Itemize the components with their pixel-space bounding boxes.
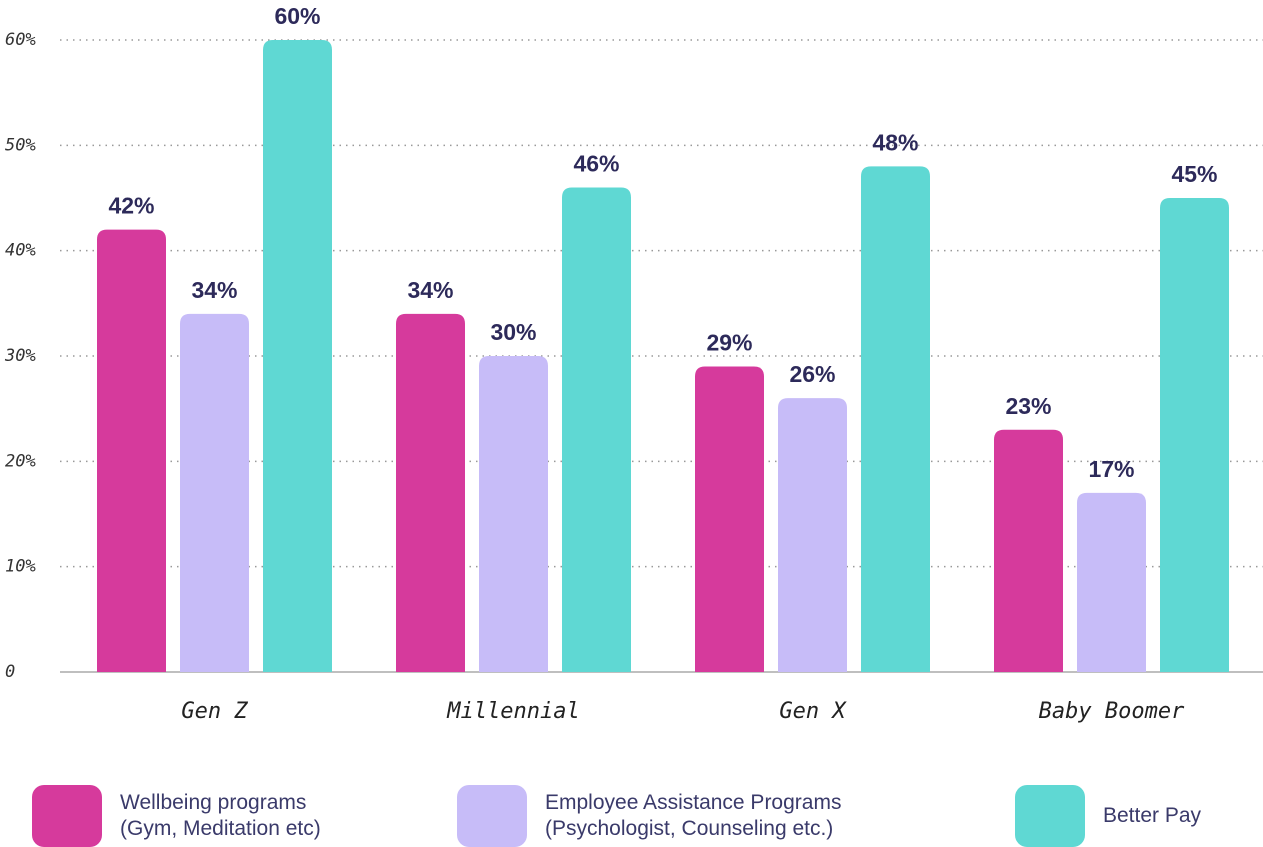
bar xyxy=(396,313,465,672)
y-tick-label: 40% xyxy=(5,241,36,261)
legend-swatch xyxy=(1015,785,1085,847)
legend-item: Better Pay xyxy=(1015,785,1201,847)
x-tick-label: Baby Boomer xyxy=(1039,699,1185,724)
value-label: 42% xyxy=(108,193,154,219)
value-label: 30% xyxy=(490,319,536,345)
legend-item: Wellbeing programs (Gym, Meditation etc) xyxy=(32,785,321,847)
bar xyxy=(994,429,1063,672)
value-label: 23% xyxy=(1005,393,1051,419)
legend-swatch xyxy=(32,785,102,847)
bar xyxy=(695,366,764,672)
legend-label: Wellbeing programs (Gym, Meditation etc) xyxy=(120,790,321,840)
value-label: 45% xyxy=(1171,161,1217,187)
y-tick-label: 30% xyxy=(4,346,36,366)
bar xyxy=(1077,492,1146,672)
chart: 0 10% 20% 30% 40% 50% 60% Gen Z 42% 34% 60% Millenn… xyxy=(4,3,1263,724)
x-tick-label: Millennial xyxy=(446,699,579,724)
y-tick-label: 10% xyxy=(5,557,36,577)
value-label: 48% xyxy=(872,129,918,155)
bar xyxy=(1160,198,1229,672)
bar xyxy=(263,40,332,672)
legend-item: Employee Assistance Programs (Psychologi… xyxy=(457,785,841,847)
value-label: 60% xyxy=(274,3,320,29)
y-tick-label: 60% xyxy=(5,30,36,50)
bar xyxy=(861,166,930,672)
bar xyxy=(479,356,548,672)
value-label: 34% xyxy=(191,277,237,303)
bar xyxy=(97,229,166,672)
x-tick-label: Gen Z xyxy=(181,699,248,724)
value-label: 29% xyxy=(706,330,752,356)
legend-label: Employee Assistance Programs (Psychologi… xyxy=(545,790,842,840)
value-label: 17% xyxy=(1088,456,1134,482)
bar xyxy=(180,313,249,672)
value-label: 34% xyxy=(407,277,453,303)
value-label: 26% xyxy=(789,361,835,387)
x-tick-label: Gen X xyxy=(779,699,847,724)
y-tick-label: 20% xyxy=(5,451,36,471)
y-tick-label: 50% xyxy=(5,135,36,155)
legend-swatch xyxy=(457,785,527,847)
bar xyxy=(562,187,631,672)
y-tick-label: 0 xyxy=(5,662,15,682)
bar xyxy=(778,398,847,672)
legend-label: Better Pay xyxy=(1103,803,1202,827)
value-label: 46% xyxy=(573,151,619,177)
